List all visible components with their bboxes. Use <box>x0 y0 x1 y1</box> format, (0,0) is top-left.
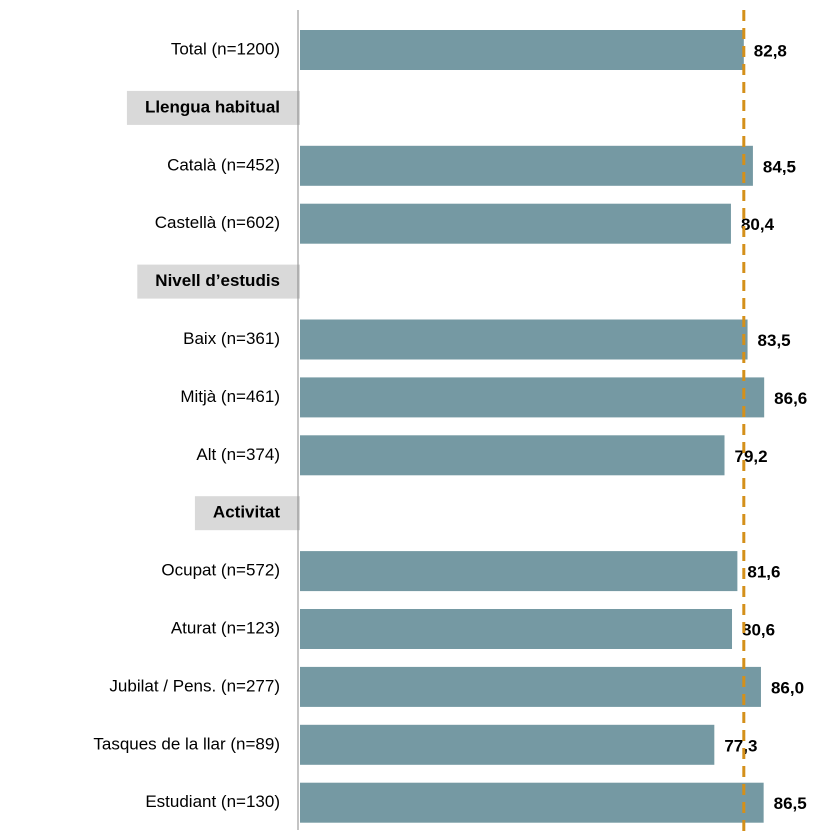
group-header: Llengua habitual <box>145 97 280 116</box>
group-header: Activitat <box>213 503 280 522</box>
bar <box>300 435 725 476</box>
value-label: 83,5 <box>758 331 791 350</box>
bar <box>300 551 738 592</box>
value-label: 80,4 <box>741 215 775 234</box>
value-label: 86,5 <box>774 794 807 813</box>
value-label: 80,6 <box>742 620 775 639</box>
group-header-bg <box>137 264 300 299</box>
value-label: 86,0 <box>771 678 804 697</box>
category-label: Ocupat (n=572) <box>161 561 280 580</box>
category-label: Alt (n=374) <box>196 445 280 464</box>
value-label: 77,3 <box>724 736 757 755</box>
value-label: 84,5 <box>763 157 796 176</box>
category-label: Total (n=1200) <box>171 39 280 58</box>
category-label: Jubilat / Pens. (n=277) <box>109 676 280 695</box>
category-label: Estudiant (n=130) <box>145 792 280 811</box>
group-header-bg <box>126 90 300 125</box>
bar <box>300 782 764 823</box>
bar <box>300 377 765 418</box>
value-label: 86,6 <box>774 389 807 408</box>
group-header-bg <box>194 496 300 531</box>
bar <box>300 319 748 360</box>
group-header: Nivell d’estudis <box>155 271 280 290</box>
value-label: 81,6 <box>747 563 780 582</box>
category-label: Baix (n=361) <box>183 329 280 348</box>
value-label: 79,2 <box>735 447 768 466</box>
bar <box>300 30 744 70</box>
bar <box>300 145 753 186</box>
bar <box>300 724 715 765</box>
value-label: 82,8 <box>754 41 787 60</box>
bar <box>300 203 731 244</box>
category-label: Aturat (n=123) <box>171 618 280 637</box>
category-label: Català (n=452) <box>167 155 280 174</box>
category-label: Castellà (n=602) <box>155 213 280 232</box>
category-label: Mitjà (n=461) <box>180 387 280 406</box>
bar <box>300 666 761 707</box>
bar <box>300 609 733 649</box>
category-label: Tasques de la llar (n=89) <box>93 734 280 753</box>
